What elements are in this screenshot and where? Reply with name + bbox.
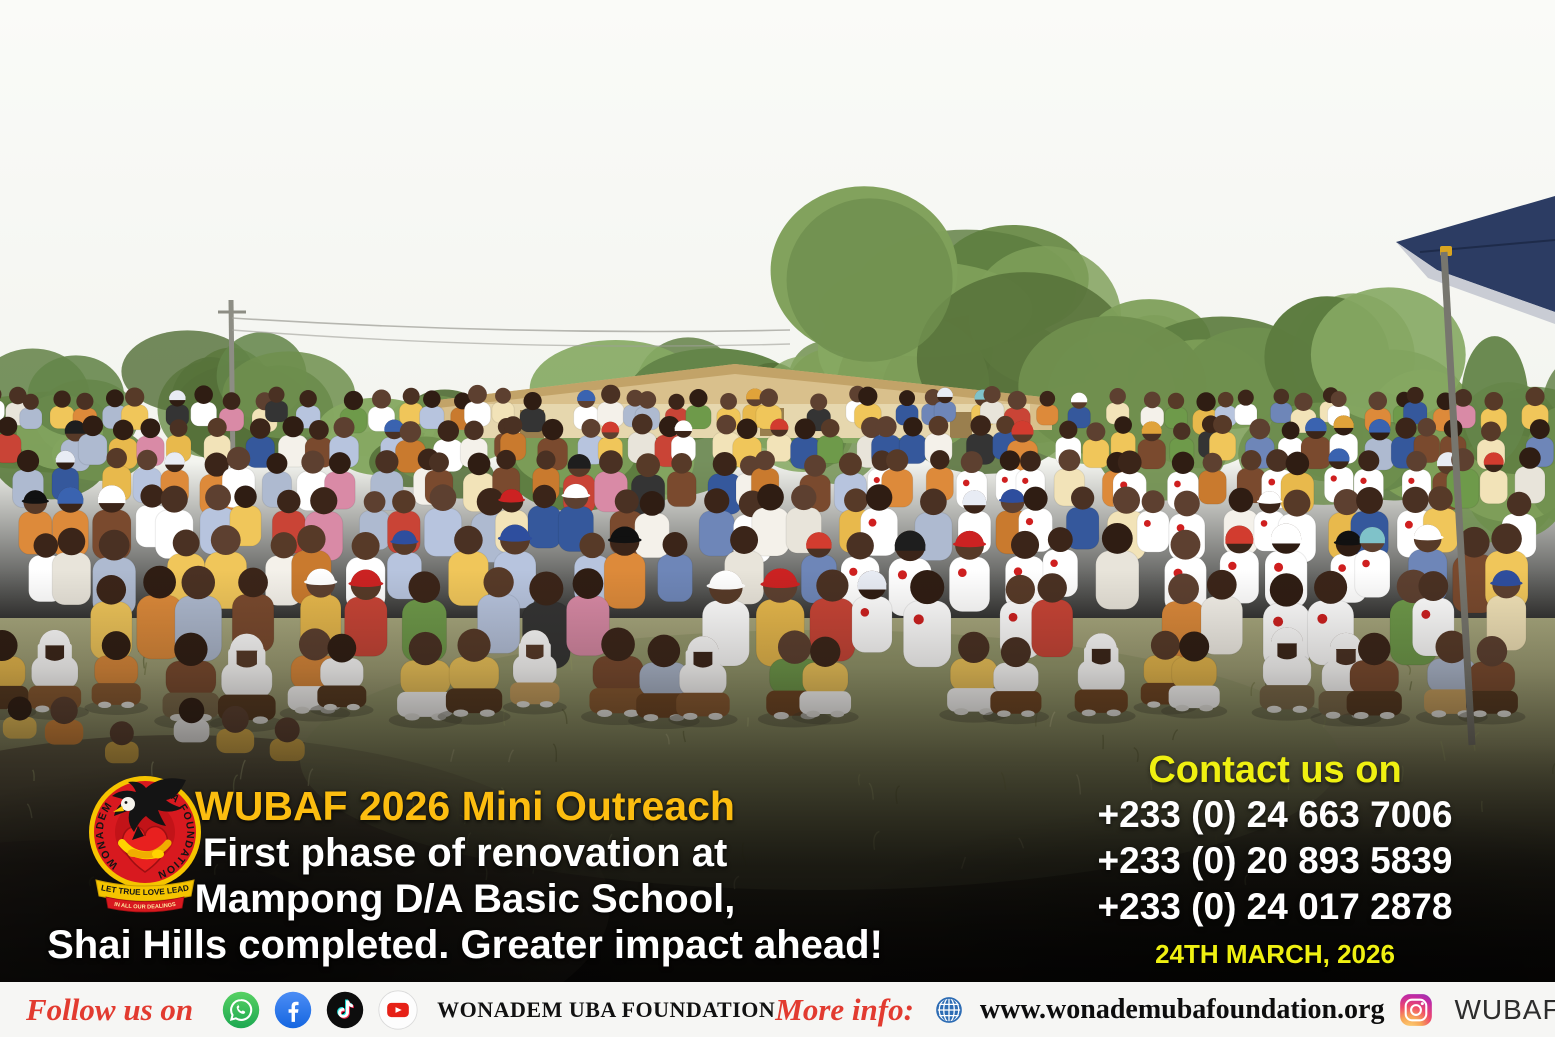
tiktok-icon[interactable]: [326, 991, 364, 1029]
contact-heading: Contact us on: [1148, 749, 1402, 791]
more-info-label: More info:: [775, 991, 914, 1027]
whatsapp-icon[interactable]: [222, 991, 260, 1029]
facebook-icon[interactable]: [274, 991, 312, 1029]
instagram-handle[interactable]: WUBAF07: [1454, 993, 1555, 1025]
follow-us-label: Follow us on: [26, 991, 194, 1027]
phone-number-2: +233 (0) 20 893 5839: [1097, 840, 1453, 881]
brand-name: WONADEM UBA FOUNDATION: [437, 996, 776, 1022]
event-date: 24TH MARCH, 2026: [1155, 939, 1395, 969]
phone-number-3: +233 (0) 24 017 2878: [1097, 886, 1453, 927]
footer-right-group: More info: www.wonademubafoundation.org: [775, 991, 1555, 1029]
contact-block: Contact us on +233 (0) 24 663 7006 +233 …: [1040, 748, 1510, 969]
footer-left-group: Follow us on: [26, 989, 776, 1030]
instagram-icon[interactable]: [1397, 991, 1435, 1029]
foundation-logo: WONADEM UBA FOUNDATION LET TRUE LOVE LEA…: [89, 776, 201, 913]
phone-number-1: +233 (0) 24 663 7006: [1097, 794, 1453, 835]
youtube-icon[interactable]: [378, 989, 418, 1030]
footer-bar: Follow us on: [0, 982, 1555, 1037]
globe-icon: [936, 996, 962, 1023]
headline-line-3: Shai Hills completed. Greater impact ahe…: [47, 923, 883, 967]
website-url[interactable]: www.wonademubafoundation.org: [979, 993, 1385, 1025]
